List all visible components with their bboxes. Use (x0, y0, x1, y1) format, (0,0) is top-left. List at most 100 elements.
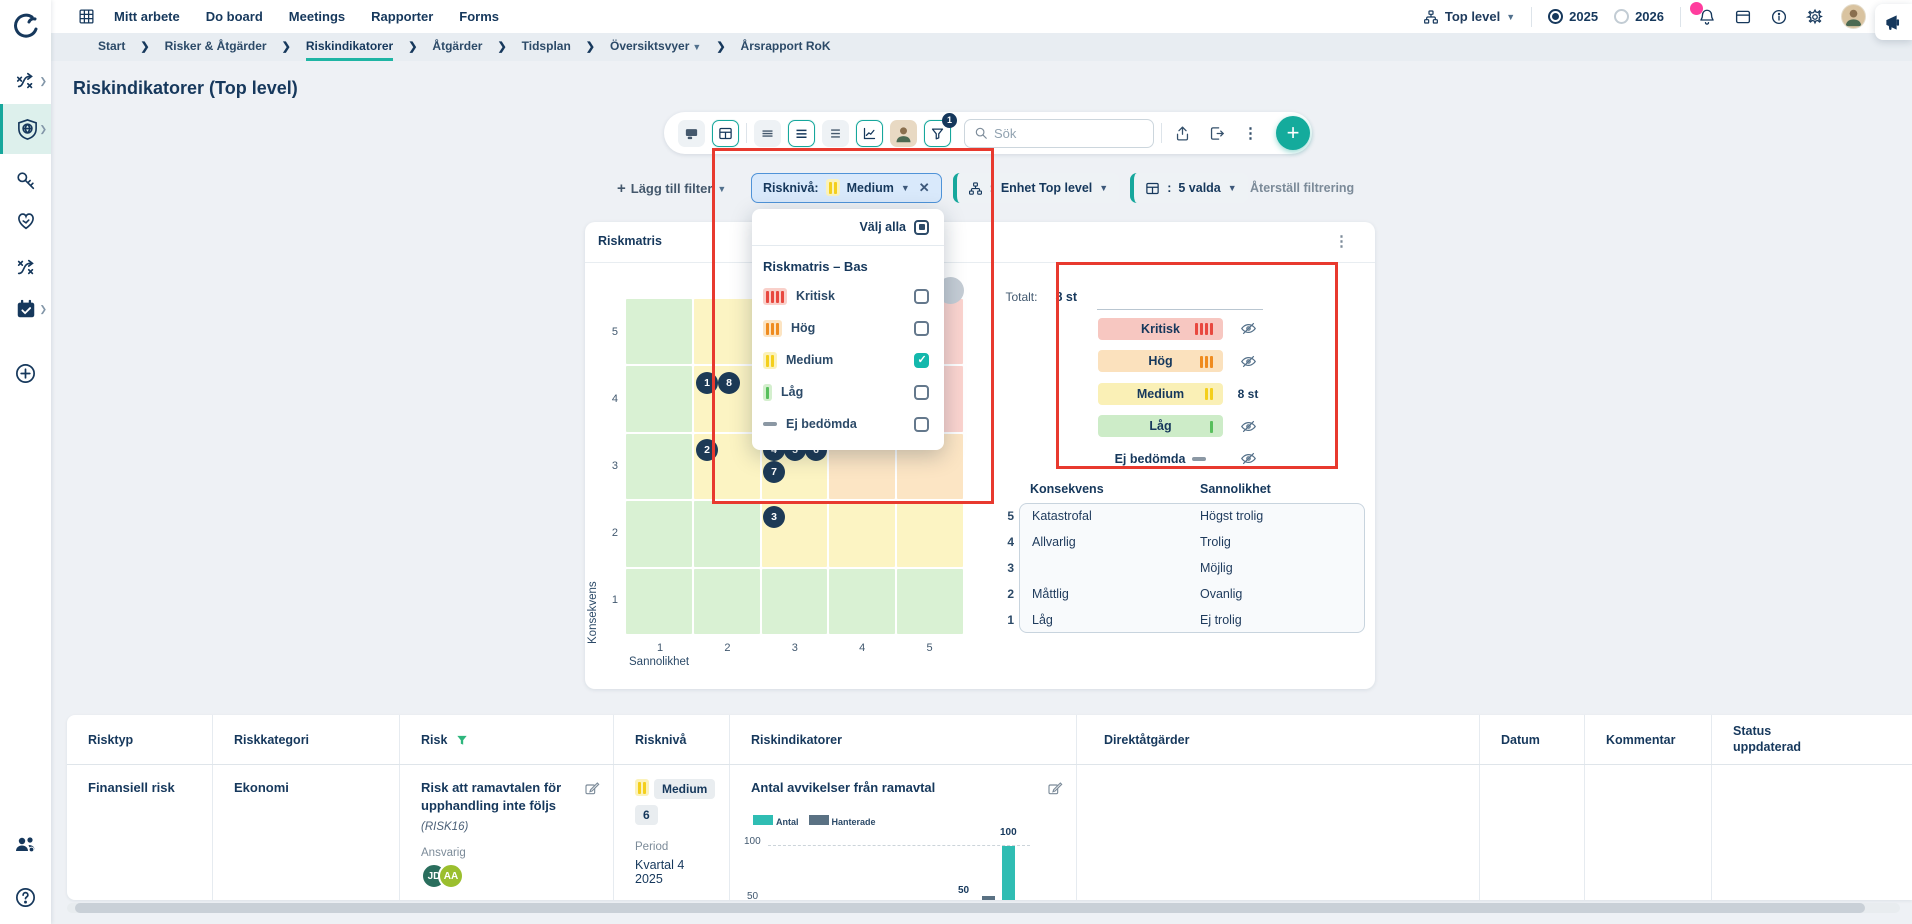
filter-chip-risknivå[interactable]: Risknivå: Medium ▼ ✕ (751, 173, 942, 203)
table-header-6[interactable]: Datum (1480, 715, 1585, 764)
sidebar-item-strategy[interactable]: ❯ (0, 60, 51, 102)
risk-bubble-3[interactable]: 3 (763, 506, 785, 528)
table-header-8[interactable]: Status uppdaterad (1712, 715, 1912, 764)
legend-pill-hog[interactable]: Hög (1098, 350, 1223, 372)
table-header-5[interactable]: Direktåtgärder (1077, 715, 1480, 764)
grid-apps-icon[interactable] (76, 7, 96, 27)
breadcrumb-item-0[interactable]: Start (98, 39, 126, 53)
sidebar-item-add[interactable] (0, 352, 51, 394)
table-row[interactable]: Finansiell risk Ekonomi Risk att ramavta… (67, 765, 1912, 900)
legend-toggle-kritisk[interactable] (1230, 320, 1266, 337)
sidebar-item-admin-users[interactable] (0, 824, 51, 866)
avatar-AA[interactable]: AA (438, 863, 464, 890)
filter-chip-enhet[interactable]: : Enhet Top level ▼ (952, 173, 1120, 203)
year-radio-2025[interactable]: 2025 (1548, 9, 1598, 24)
legend-pill-ej[interactable]: Ej bedömda (1098, 448, 1223, 470)
mini-y-tick-50: 50 (747, 891, 759, 900)
breadcrumb-item-3[interactable]: Åtgärder (432, 39, 483, 53)
menu-item-4[interactable]: Forms (459, 9, 499, 24)
filter-button[interactable]: 1 (923, 112, 957, 147)
density-medium-button[interactable] (787, 119, 815, 147)
breadcrumb-item-6[interactable]: Årsrapport RoK (740, 39, 831, 53)
reset-filters-link[interactable]: Återställ filtrering (1250, 181, 1355, 195)
dropdown-option-checkbox[interactable] (914, 352, 929, 368)
card-kebab-icon[interactable]: ⋮ (1334, 233, 1349, 250)
breadcrumb-item-1[interactable]: Risker & Åtgärder (164, 39, 267, 53)
sidebar-item-health[interactable] (0, 200, 51, 242)
dropdown-option-checkbox[interactable] (914, 320, 929, 336)
horizontal-scrollbar-thumb[interactable] (75, 903, 1865, 913)
table-header-7[interactable]: Kommentar (1585, 715, 1712, 764)
export-template-button[interactable] (1169, 120, 1196, 147)
menu-item-0[interactable]: Mitt arbete (114, 9, 180, 24)
export-button[interactable] (1203, 120, 1230, 147)
risk-bubble-8[interactable]: 8 (718, 372, 740, 394)
legend-pill-medium[interactable]: Medium (1098, 382, 1223, 405)
sidebar-item-help[interactable] (0, 876, 51, 918)
risk-bubble-2[interactable]: 2 (696, 439, 718, 461)
legend-toggle-hog[interactable] (1230, 353, 1266, 370)
search-input[interactable] (993, 125, 1144, 141)
density-compact-button[interactable] (753, 119, 781, 147)
sidebar-item-planning[interactable]: ❯ (0, 288, 51, 330)
menu-item-3[interactable]: Rapporter (371, 9, 434, 24)
notifications-bell-icon[interactable] (1690, 1, 1717, 27)
breadcrumb-item-5[interactable]: Översiktsvyer ▼ (610, 39, 702, 53)
select-all-row[interactable]: Välj alla (752, 209, 944, 246)
table-header-1[interactable]: Riskkategori (213, 715, 400, 764)
table-header-2[interactable]: Risk (400, 715, 614, 764)
edit-indicator-icon[interactable] (1047, 781, 1063, 797)
responsible-avatar-filter-button[interactable] (889, 119, 917, 147)
risk-bubble-7[interactable]: 7 (763, 461, 785, 483)
filter-chip-columns[interactable]: : 5 valda ▼ (1130, 173, 1248, 203)
select-all-checkbox-indeterminate[interactable] (914, 219, 929, 235)
dropdown-option-checkbox[interactable] (914, 288, 929, 304)
table-view-button[interactable] (712, 119, 739, 147)
search-box[interactable] (963, 118, 1155, 148)
density-relaxed-button[interactable] (821, 119, 849, 147)
mini-bar-hanterade[interactable] (982, 896, 995, 900)
sidebar-item-key[interactable] (0, 160, 51, 202)
archive-box-icon[interactable] (1733, 7, 1753, 27)
table-header-4[interactable]: Riskindikatorer (730, 715, 1077, 764)
legend-toggle-lag[interactable] (1230, 418, 1266, 435)
menu-item-1[interactable]: Do board (205, 9, 263, 24)
dropdown-option-h-g[interactable]: Hög (752, 312, 944, 344)
settings-gear-icon[interactable] (1805, 7, 1825, 27)
horizontal-scrollbar-track[interactable] (67, 903, 1900, 913)
year-2026-label: 2026 (1635, 9, 1664, 24)
mini-bar-antal[interactable] (1002, 846, 1015, 900)
sidebar-item-tactics[interactable] (0, 246, 51, 288)
info-icon[interactable] (1769, 7, 1789, 27)
table-header-0[interactable]: Risktyp (67, 715, 213, 764)
card-view-button[interactable] (678, 119, 705, 147)
legend-pill-kritisk[interactable]: Kritisk (1098, 317, 1223, 340)
dropdown-option-kritisk[interactable]: Kritisk (752, 280, 944, 312)
legend-pill-lag[interactable]: Låg (1098, 415, 1223, 437)
legend-toggle-ej[interactable] (1230, 450, 1266, 467)
cell-risk-code: (RISK16) (421, 821, 469, 834)
menu-item-2[interactable]: Meetings (288, 9, 346, 24)
remove-filter-icon[interactable]: ✕ (918, 180, 930, 195)
unit-selector[interactable]: Top level ▼ (1423, 9, 1515, 25)
dropdown-option-checkbox[interactable] (914, 416, 929, 432)
add-filter-button[interactable]: + Lägg till filter ▼ (617, 180, 726, 197)
user-avatar[interactable] (1841, 4, 1866, 29)
more-options-kebab-icon[interactable]: ⋮ (1243, 125, 1258, 142)
dropdown-option-ej-bed-mda[interactable]: Ej bedömda (752, 408, 944, 440)
add-new-button[interactable]: + (1276, 116, 1310, 150)
breadcrumb-item-2[interactable]: Riskindikatorer (305, 39, 394, 61)
year-radio-2026[interactable]: 2026 (1614, 9, 1664, 24)
sidebar-item-risk-active[interactable]: ❯ (0, 104, 51, 154)
edit-risk-icon[interactable] (584, 781, 600, 797)
column-filter-icon[interactable] (455, 733, 469, 747)
dropdown-option-medium[interactable]: Medium (752, 344, 944, 376)
dropdown-option-checkbox[interactable] (914, 384, 929, 400)
feedback-megaphone-button[interactable] (1875, 4, 1912, 40)
legend-toggle-medium[interactable]: 8 st (1230, 387, 1266, 401)
table-header-3[interactable]: Risknivå (614, 715, 730, 764)
chart-view-button[interactable] (855, 119, 883, 147)
risk-bubble-1[interactable]: 1 (696, 372, 718, 394)
dropdown-option-l-g[interactable]: Låg (752, 376, 944, 408)
breadcrumb-item-4[interactable]: Tidsplan (521, 39, 571, 53)
